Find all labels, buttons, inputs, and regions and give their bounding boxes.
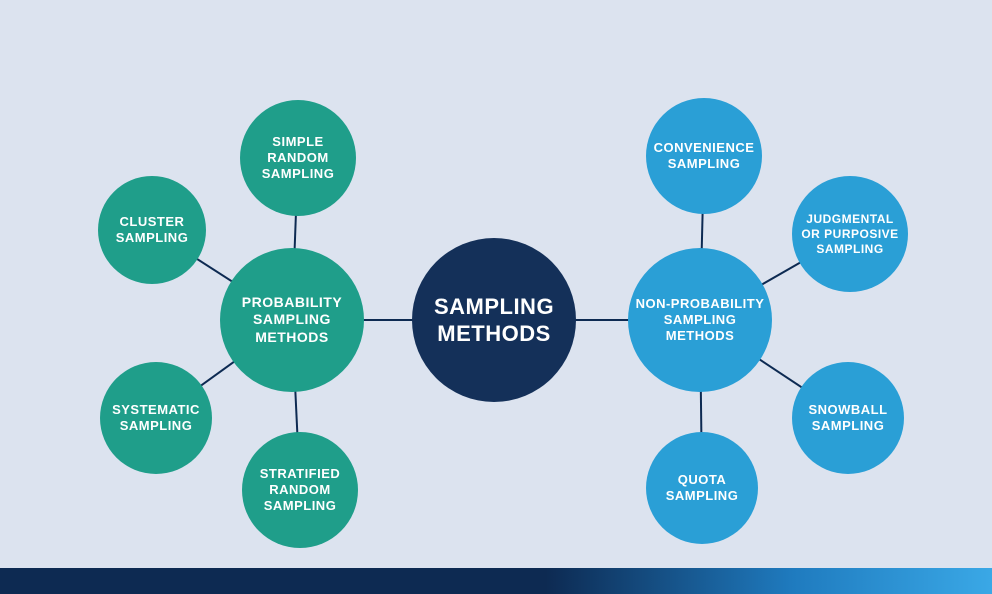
- node-label-snowball: SNOWBALL SAMPLING: [792, 396, 904, 441]
- footer-bar: [0, 568, 992, 594]
- node-convenience: CONVENIENCE SAMPLING: [646, 98, 762, 214]
- node-label-prob: PROBABILITY SAMPLING METHODS: [220, 288, 364, 353]
- node-label-convenience: CONVENIENCE SAMPLING: [646, 134, 762, 179]
- node-snowball: SNOWBALL SAMPLING: [792, 362, 904, 474]
- node-label-systematic: SYSTEMATIC SAMPLING: [100, 396, 212, 441]
- node-stratified: STRATIFIED RANDOM SAMPLING: [242, 432, 358, 548]
- node-prob: PROBABILITY SAMPLING METHODS: [220, 248, 364, 392]
- node-cluster: CLUSTER SAMPLING: [98, 176, 206, 284]
- node-label-center: SAMPLING METHODS: [412, 287, 576, 354]
- node-label-quota: QUOTA SAMPLING: [646, 466, 758, 511]
- node-label-simple: SIMPLE RANDOM SAMPLING: [240, 128, 356, 189]
- node-systematic: SYSTEMATIC SAMPLING: [100, 362, 212, 474]
- diagram-stage: SAMPLING METHODS PROBABILITY SAMPLING MET…: [0, 0, 992, 594]
- node-judgmental: JUDGMENTAL OR PURPOSIVE SAMPLING: [792, 176, 908, 292]
- node-label-stratified: STRATIFIED RANDOM SAMPLING: [242, 460, 358, 521]
- node-label-cluster: CLUSTER SAMPLING: [98, 208, 206, 253]
- node-simple: SIMPLE RANDOM SAMPLING: [240, 100, 356, 216]
- node-label-judgmental: JUDGMENTAL OR PURPOSIVE SAMPLING: [792, 206, 908, 263]
- node-label-nonprob: NON-PROBABILITY SAMPLING METHODS: [628, 290, 772, 351]
- node-quota: QUOTA SAMPLING: [646, 432, 758, 544]
- node-nonprob: NON-PROBABILITY SAMPLING METHODS: [628, 248, 772, 392]
- node-center: SAMPLING METHODS: [412, 238, 576, 402]
